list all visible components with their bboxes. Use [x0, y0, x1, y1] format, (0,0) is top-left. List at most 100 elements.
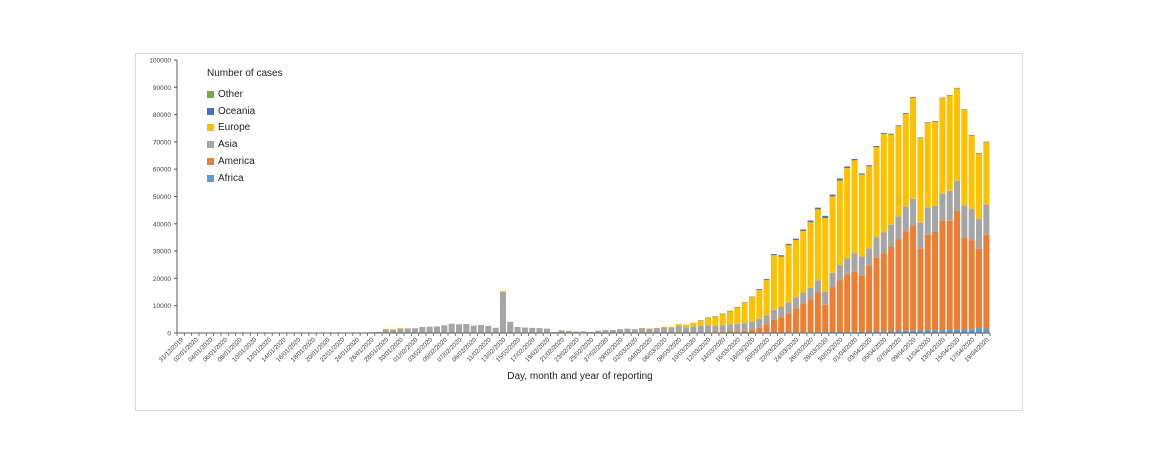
bar-segment-oceania [697, 320, 704, 321]
bar-segment-asia [858, 256, 865, 276]
bar-segment-europe [888, 134, 895, 225]
bar-segment-europe [499, 291, 506, 293]
bar-segment-europe [844, 168, 851, 259]
bar-segment-asia [917, 222, 924, 249]
bar-segment-europe [924, 122, 931, 208]
bar-segment-africa [902, 330, 909, 333]
bar-segment-oceania [792, 238, 799, 241]
bar-segment-america [983, 234, 990, 329]
bar-segment-europe [697, 320, 704, 326]
y-tick-label: 0 [167, 331, 171, 338]
legend-label: America [218, 156, 255, 168]
bar-segment-europe [770, 255, 777, 310]
legend-title: Number of cases [207, 68, 283, 79]
legend-swatch-icon [207, 124, 214, 132]
bar-segment-oceania [822, 215, 829, 218]
bar-segment-asia [675, 325, 682, 333]
bar-segment-america [756, 327, 763, 333]
bar-segment-asia [587, 331, 594, 333]
bar-segment-asia [470, 325, 477, 333]
bar-segment-america [741, 330, 748, 333]
bar-segment-america [785, 313, 792, 333]
bar-segment-asia [529, 327, 536, 333]
bar-segment-asia [807, 287, 814, 300]
bar-segment-europe [397, 327, 404, 329]
bar-segment-asia [558, 330, 565, 333]
bar-segment-asia [631, 329, 638, 333]
bar-segment-asia [441, 325, 448, 333]
bar-segment-america [954, 210, 961, 330]
bar-segment-asia [617, 329, 624, 333]
bar-segment-europe [734, 307, 741, 324]
bar-segment-europe [968, 135, 975, 210]
bar-segment-europe [661, 326, 668, 328]
bar-segment-asia [463, 323, 470, 333]
bar-segment-europe [719, 313, 726, 326]
bar-segment-america [748, 329, 755, 333]
bar-segment-oceania [917, 137, 924, 139]
bar-segment-asia [690, 326, 697, 333]
bar-segment-asia [661, 327, 668, 333]
bar-segment-europe [404, 328, 411, 329]
bar-segment-europe [954, 88, 961, 181]
bar-segment-asia [609, 329, 616, 333]
bar-segment-oceania [932, 121, 939, 122]
legend-swatch-icon [207, 158, 214, 166]
bar-segment-america [917, 248, 924, 331]
bar-segment-europe [917, 138, 924, 223]
bar-segment-oceania [705, 317, 712, 319]
bar-segment-asia [382, 329, 389, 333]
bar-segment-america [763, 324, 770, 333]
bar-segment-america [836, 280, 843, 332]
bar-segment-oceania [763, 279, 770, 281]
y-tick-label: 60000 [153, 167, 171, 174]
bar-segment-africa [910, 330, 917, 333]
bar-segment-europe [565, 330, 572, 332]
bar-segment-europe [646, 328, 653, 329]
bar-segment-oceania [712, 316, 719, 317]
bar-segment-africa [946, 329, 953, 333]
bar-segment-asia [741, 323, 748, 331]
bar-segment-america [800, 303, 807, 333]
bar-segment-america [778, 317, 785, 333]
bar-segment-america [888, 246, 895, 332]
bar-segment-asia [954, 180, 961, 211]
bar-segment-asia [573, 331, 580, 333]
legend-item-oceania: Oceania [207, 103, 283, 120]
bar-segment-oceania [829, 194, 836, 197]
y-tick-label: 100000 [149, 58, 171, 65]
bar-segment-asia [551, 331, 558, 333]
bar-segment-america [880, 253, 887, 332]
bar-segment-oceania [924, 122, 931, 123]
bar-segment-oceania [734, 307, 741, 308]
bar-segment-asia [851, 253, 858, 272]
bar-segment-america [719, 331, 726, 333]
bar-segment-europe [683, 324, 690, 328]
bar-segment-asia [434, 326, 441, 333]
bar-segment-america [807, 299, 814, 333]
bar-segment-america [910, 225, 917, 331]
bar-segment-europe [880, 133, 887, 233]
bar-segment-asia [756, 318, 763, 328]
bar-segment-europe [939, 98, 946, 194]
bar-segment-oceania [976, 153, 983, 154]
bar-segment-asia [726, 324, 733, 332]
bar-segment-oceania [880, 132, 887, 134]
bar-segment-america [895, 239, 902, 331]
bar-segment-oceania [719, 313, 726, 315]
bar-segment-oceania [851, 158, 858, 161]
bar-segment-africa [961, 329, 968, 333]
legend-swatch-icon [207, 107, 214, 115]
bar-segment-asia [785, 302, 792, 314]
bar-segment-europe [390, 329, 397, 330]
bar-segment-asia [778, 307, 785, 318]
bar-segment-asia [705, 325, 712, 333]
bar-segment-oceania [968, 135, 975, 136]
bar-segment-asia [507, 321, 514, 333]
bar-segment-oceania [778, 255, 785, 257]
legend-swatch-icon [207, 90, 214, 98]
bar-segment-america [726, 331, 733, 333]
bar-segment-america [866, 265, 873, 332]
bar-segment-asia [543, 328, 550, 333]
